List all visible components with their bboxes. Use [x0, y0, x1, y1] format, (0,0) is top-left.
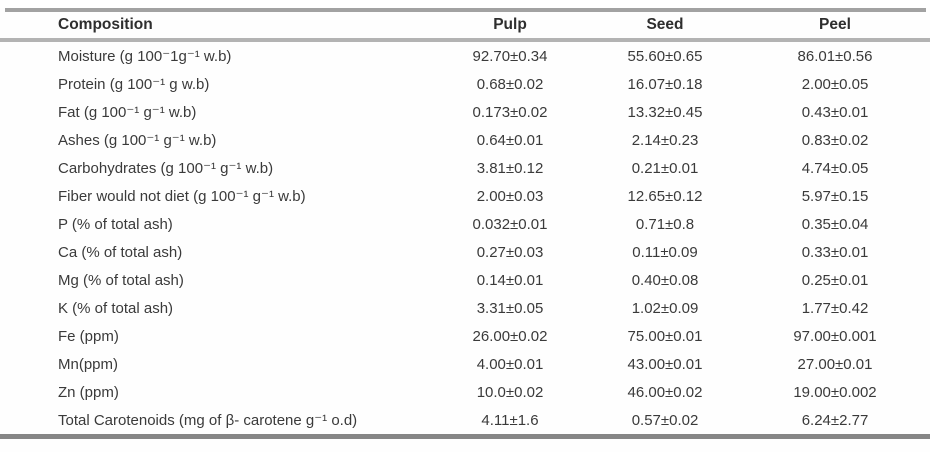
value-cell-seed: 2.14±0.23 — [631, 131, 699, 149]
table-row: Total Carotenoids (mg of β- carotene g⁻¹… — [0, 406, 930, 434]
bottom-rule — [0, 434, 930, 439]
table-row: P (% of total ash) 0.032±0.01 0.71±0.8 0.35… — [0, 210, 930, 238]
table-row: Ashes (g 100⁻¹ g⁻¹ w.b) 0.64±0.01 2.14±0.2… — [0, 126, 930, 154]
value-cell-pulp: 92.70±0.34 — [472, 47, 548, 65]
column-header-composition: Composition — [0, 12, 430, 42]
table-row: Mg (% of total ash) 0.14±0.01 0.40±0.08 0.2… — [0, 266, 930, 294]
value-cell-seed: 46.00±0.02 — [627, 383, 703, 401]
row-label: Total Carotenoids (mg of β- carotene g⁻¹… — [58, 412, 358, 429]
row-label: Fiber would not diet (g 100⁻¹ g⁻¹ w.b) — [58, 188, 306, 205]
table-body: Moisture (g 100⁻1g⁻¹ w.b) 92.70±0.34 55.60… — [0, 40, 930, 434]
value-cell-seed: 1.02±0.09 — [631, 299, 699, 317]
value-cell-peel: 2.00±0.05 — [801, 75, 869, 93]
row-label: K (% of total ash) — [58, 299, 174, 317]
value-cell-pulp: 0.68±0.02 — [476, 75, 544, 93]
value-cell-pulp: 0.173±0.02 — [472, 103, 548, 121]
value-cell-seed: 13.32±0.45 — [627, 103, 703, 121]
value-cell-seed: 0.21±0.01 — [631, 159, 699, 177]
row-label: Protein (g 100⁻¹ g w.b) — [58, 76, 210, 93]
row-label: Ca (% of total ash) — [58, 243, 183, 261]
row-label: Moisture (g 100⁻1g⁻¹ w.b) — [58, 48, 232, 65]
top-rule — [5, 8, 926, 12]
value-cell-peel: 27.00±0.01 — [797, 355, 873, 373]
value-cell-seed: 0.57±0.02 — [631, 411, 699, 429]
row-label: Mg (% of total ash) — [58, 271, 184, 289]
value-cell-pulp: 2.00±0.03 — [476, 187, 544, 205]
value-cell-peel: 0.33±0.01 — [801, 243, 869, 261]
table-row: Ca (% of total ash) 0.27±0.03 0.11±0.09 0.3… — [0, 238, 930, 266]
table-row: Moisture (g 100⁻1g⁻¹ w.b) 92.70±0.34 55.60… — [0, 40, 930, 70]
value-cell-pulp: 26.00±0.02 — [472, 327, 548, 345]
value-cell-peel: 0.35±0.04 — [801, 215, 869, 233]
column-header-seed: Seed — [590, 12, 740, 42]
table-row: Carbohydrates (g 100⁻¹ g⁻¹ w.b) 3.81±0.12… — [0, 154, 930, 182]
value-cell-seed: 0.40±0.08 — [631, 271, 699, 289]
value-cell-peel: 5.97±0.15 — [801, 187, 869, 205]
value-cell-pulp: 3.31±0.05 — [476, 299, 544, 317]
row-label: Fat (g 100⁻¹ g⁻¹ w.b) — [58, 104, 197, 121]
table-row: Mn(ppm) 4.00±0.01 43.00±0.01 27.00±0.01 — [0, 350, 930, 378]
paper-table-page: Composition Pulp Seed Peel Moisture (g 1… — [0, 8, 930, 452]
value-cell-peel: 19.00±0.002 — [793, 383, 877, 401]
value-cell-peel: 0.25±0.01 — [801, 271, 869, 289]
value-cell-pulp: 10.0±0.02 — [476, 383, 544, 401]
row-label: Carbohydrates (g 100⁻¹ g⁻¹ w.b) — [58, 160, 274, 177]
value-cell-peel: 4.74±0.05 — [801, 159, 869, 177]
table-row: Protein (g 100⁻¹ g w.b) 0.68±0.02 16.07±0.… — [0, 70, 930, 98]
value-cell-peel: 0.43±0.01 — [801, 103, 869, 121]
row-label: Ashes (g 100⁻¹ g⁻¹ w.b) — [58, 132, 217, 149]
value-cell-pulp: 3.81±0.12 — [476, 159, 544, 177]
value-cell-pulp: 0.032±0.01 — [472, 215, 548, 233]
value-cell-seed: 55.60±0.65 — [627, 47, 703, 65]
value-cell-peel: 86.01±0.56 — [797, 47, 873, 65]
value-cell-pulp: 0.14±0.01 — [476, 271, 544, 289]
table-row: Fe (ppm) 26.00±0.02 75.00±0.01 97.00±0.001 — [0, 322, 930, 350]
table-row: Zn (ppm) 10.0±0.02 46.00±0.02 19.00±0.002 — [0, 378, 930, 406]
value-cell-seed: 16.07±0.18 — [627, 75, 703, 93]
value-cell-seed: 0.71±0.8 — [635, 215, 695, 233]
header-row: Composition Pulp Seed Peel — [0, 12, 930, 42]
value-cell-seed: 75.00±0.01 — [627, 327, 703, 345]
row-label: Zn (ppm) — [58, 383, 119, 401]
value-cell-peel: 0.83±0.02 — [801, 131, 869, 149]
row-label: Fe (ppm) — [58, 327, 119, 345]
value-cell-seed: 43.00±0.01 — [627, 355, 703, 373]
value-cell-seed: 0.11±0.09 — [632, 243, 698, 261]
value-cell-peel: 6.24±2.77 — [801, 411, 869, 429]
table-row: Fiber would not diet (g 100⁻¹ g⁻¹ w.b) 2.… — [0, 182, 930, 210]
column-header-pulp: Pulp — [430, 12, 590, 42]
value-cell-peel: 97.00±0.001 — [793, 327, 877, 345]
row-label: Mn(ppm) — [58, 355, 119, 373]
table-row: K (% of total ash) 3.31±0.05 1.02±0.09 1.77… — [0, 294, 930, 322]
value-cell-pulp: 0.64±0.01 — [476, 131, 544, 149]
row-label: P (% of total ash) — [58, 215, 173, 233]
value-cell-pulp: 4.11±1.6 — [481, 411, 539, 429]
value-cell-seed: 12.65±0.12 — [627, 187, 703, 205]
value-cell-peel: 1.77±0.42 — [801, 299, 869, 317]
table-row: Fat (g 100⁻¹ g⁻¹ w.b) 0.173±0.02 13.32±0.4… — [0, 98, 930, 126]
column-header-peel: Peel — [740, 12, 930, 42]
value-cell-pulp: 0.27±0.03 — [476, 243, 544, 261]
composition-table: Composition Pulp Seed Peel Moisture (g 1… — [0, 12, 930, 434]
value-cell-pulp: 4.00±0.01 — [476, 355, 544, 373]
